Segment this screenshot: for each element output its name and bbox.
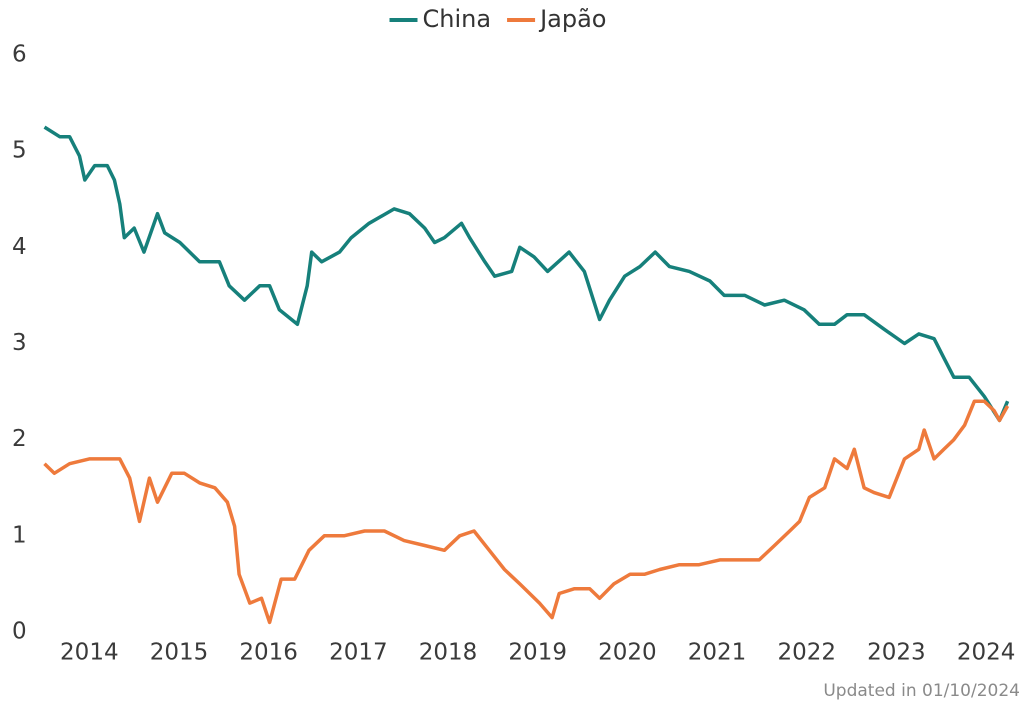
x-tick-label: 2017 [329,640,388,666]
x-tick-label: 2019 [508,640,567,666]
series-line [43,125,1010,423]
x-tick-label: 2020 [598,640,657,666]
x-tick-label: 2024 [957,640,1016,666]
y-tick-label: 5 [12,138,27,164]
y-tick-label: 0 [12,619,27,645]
update-note: Updated in 01/10/2024 [823,681,1020,701]
x-tick-label: 2015 [150,640,209,666]
y-tick-label: 6 [12,42,27,68]
x-tick-label: 2018 [419,640,478,666]
x-tick-label: 2014 [60,640,119,666]
y-tick-label: 1 [12,522,27,548]
legend-label: Japão [538,5,606,33]
y-tick-label: 2 [12,426,27,452]
x-tick-label: 2016 [239,640,298,666]
legend-label: China [423,5,492,33]
x-tick-label: 2021 [688,640,747,666]
x-tick-label: 2023 [867,640,926,666]
y-tick-label: 4 [12,234,27,260]
x-tick-label: 2022 [777,640,836,666]
y-tick-label: 3 [12,330,27,356]
series-line [43,399,1010,625]
